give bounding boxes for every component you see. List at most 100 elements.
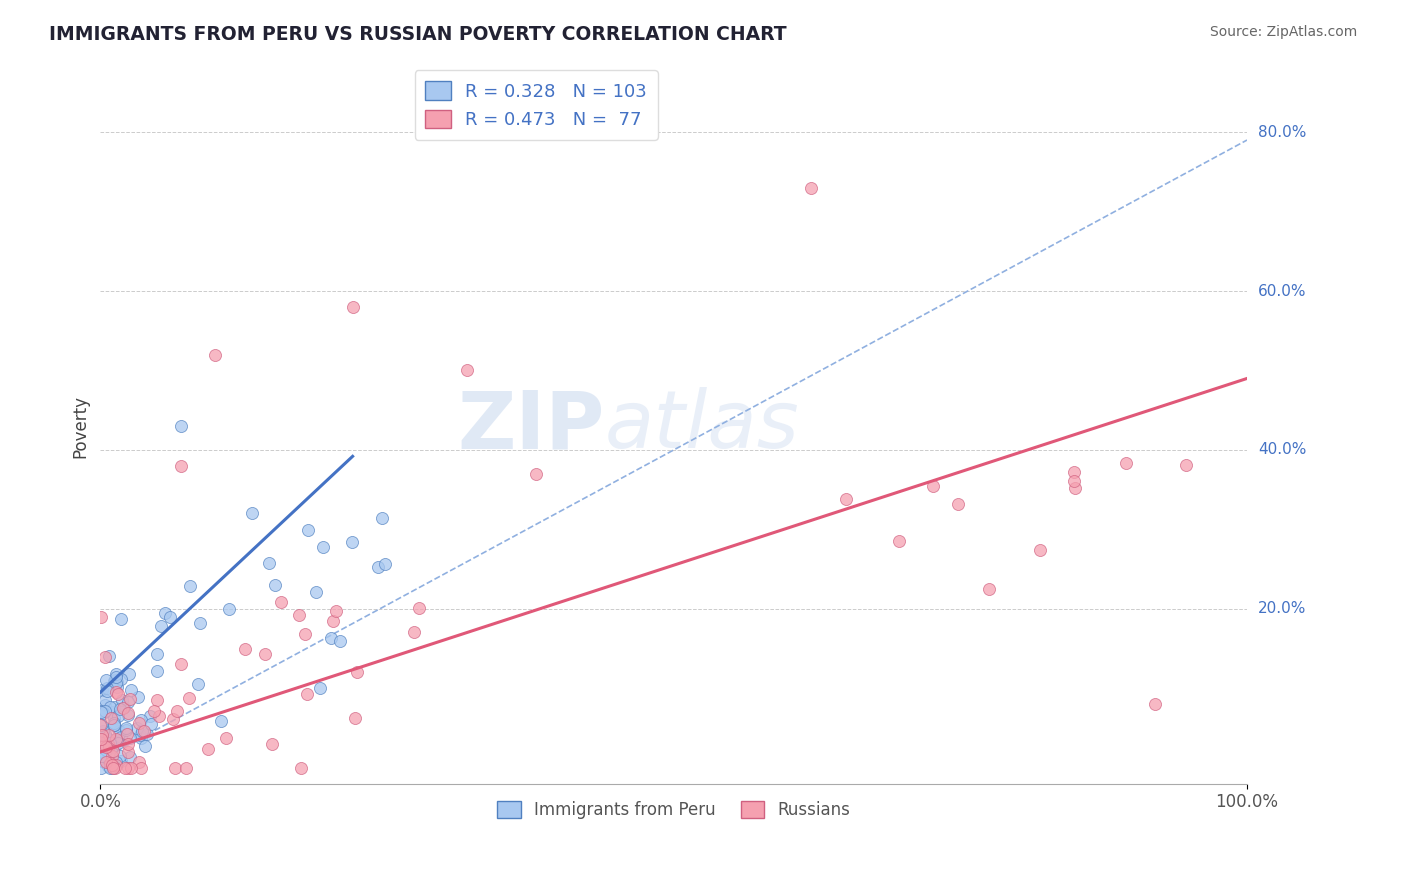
Y-axis label: Poverty: Poverty <box>72 394 89 458</box>
Point <box>170 657 193 672</box>
Point <box>312 541 335 555</box>
Point <box>922 479 945 493</box>
Point <box>107 736 129 750</box>
Point <box>979 582 1001 596</box>
Point <box>107 687 129 701</box>
Point <box>97 728 120 742</box>
Point <box>1174 458 1197 472</box>
Point <box>188 615 211 630</box>
Point <box>346 665 368 680</box>
Point <box>98 761 121 775</box>
Point <box>90 749 112 764</box>
Point <box>322 614 344 628</box>
Point <box>90 739 112 753</box>
Point <box>297 523 319 537</box>
Point <box>107 709 129 723</box>
Point <box>108 702 131 716</box>
Point <box>129 761 152 775</box>
Point <box>94 742 117 756</box>
Point <box>97 739 120 754</box>
Point <box>96 740 118 755</box>
Point <box>1028 543 1050 558</box>
Point <box>115 721 138 735</box>
Point <box>342 300 364 314</box>
Point <box>90 761 112 775</box>
Point <box>129 728 152 742</box>
Point <box>90 739 112 754</box>
Point <box>111 733 134 747</box>
Point <box>148 709 170 723</box>
Point <box>93 739 115 754</box>
Point <box>131 713 153 727</box>
Point <box>97 759 120 773</box>
Point <box>101 732 124 747</box>
Point <box>456 363 478 377</box>
Point <box>263 578 285 592</box>
Point <box>254 647 277 661</box>
Point <box>91 706 114 720</box>
Point <box>344 711 367 725</box>
Text: 40.0%: 40.0% <box>1258 442 1306 458</box>
Point <box>101 739 124 754</box>
Point <box>524 467 547 481</box>
Point <box>139 717 162 731</box>
Point <box>948 497 970 511</box>
Point <box>105 666 128 681</box>
Point <box>100 744 122 758</box>
Point <box>117 695 139 709</box>
Point <box>108 724 131 739</box>
Point <box>143 704 166 718</box>
Point <box>235 641 257 656</box>
Point <box>166 704 188 718</box>
Point <box>197 742 219 756</box>
Point <box>319 631 342 645</box>
Point <box>98 736 121 750</box>
Point <box>146 693 169 707</box>
Point <box>174 761 197 775</box>
Point <box>120 731 142 745</box>
Point <box>1115 456 1137 470</box>
Point <box>115 723 138 737</box>
Point <box>90 731 112 746</box>
Point <box>104 757 127 772</box>
Point <box>100 761 122 775</box>
Point <box>309 681 332 695</box>
Point <box>110 693 132 707</box>
Point <box>800 180 823 194</box>
Point <box>340 534 363 549</box>
Point <box>91 729 114 743</box>
Point <box>270 595 292 609</box>
Point <box>1063 465 1085 479</box>
Point <box>146 647 169 661</box>
Point <box>834 491 856 506</box>
Point <box>118 692 141 706</box>
Point <box>131 723 153 738</box>
Point <box>110 730 132 744</box>
Point <box>103 717 125 731</box>
Point <box>94 698 117 712</box>
Point <box>204 348 226 362</box>
Point <box>125 722 148 736</box>
Point <box>101 761 124 775</box>
Point <box>100 711 122 725</box>
Point <box>153 606 176 620</box>
Text: 60.0%: 60.0% <box>1258 284 1306 299</box>
Point <box>128 715 150 730</box>
Point <box>98 756 121 770</box>
Point <box>89 704 111 718</box>
Point <box>90 705 112 719</box>
Point <box>104 670 127 684</box>
Point <box>105 755 128 769</box>
Point <box>104 673 127 688</box>
Point <box>93 727 115 741</box>
Point <box>91 683 114 698</box>
Text: 20.0%: 20.0% <box>1258 601 1306 616</box>
Point <box>96 681 118 695</box>
Point <box>117 707 139 722</box>
Point <box>260 737 283 751</box>
Text: IMMIGRANTS FROM PERU VS RUSSIAN POVERTY CORRELATION CHART: IMMIGRANTS FROM PERU VS RUSSIAN POVERTY … <box>49 25 787 44</box>
Point <box>94 650 117 665</box>
Point <box>325 604 347 618</box>
Point <box>117 737 139 751</box>
Point <box>134 739 156 754</box>
